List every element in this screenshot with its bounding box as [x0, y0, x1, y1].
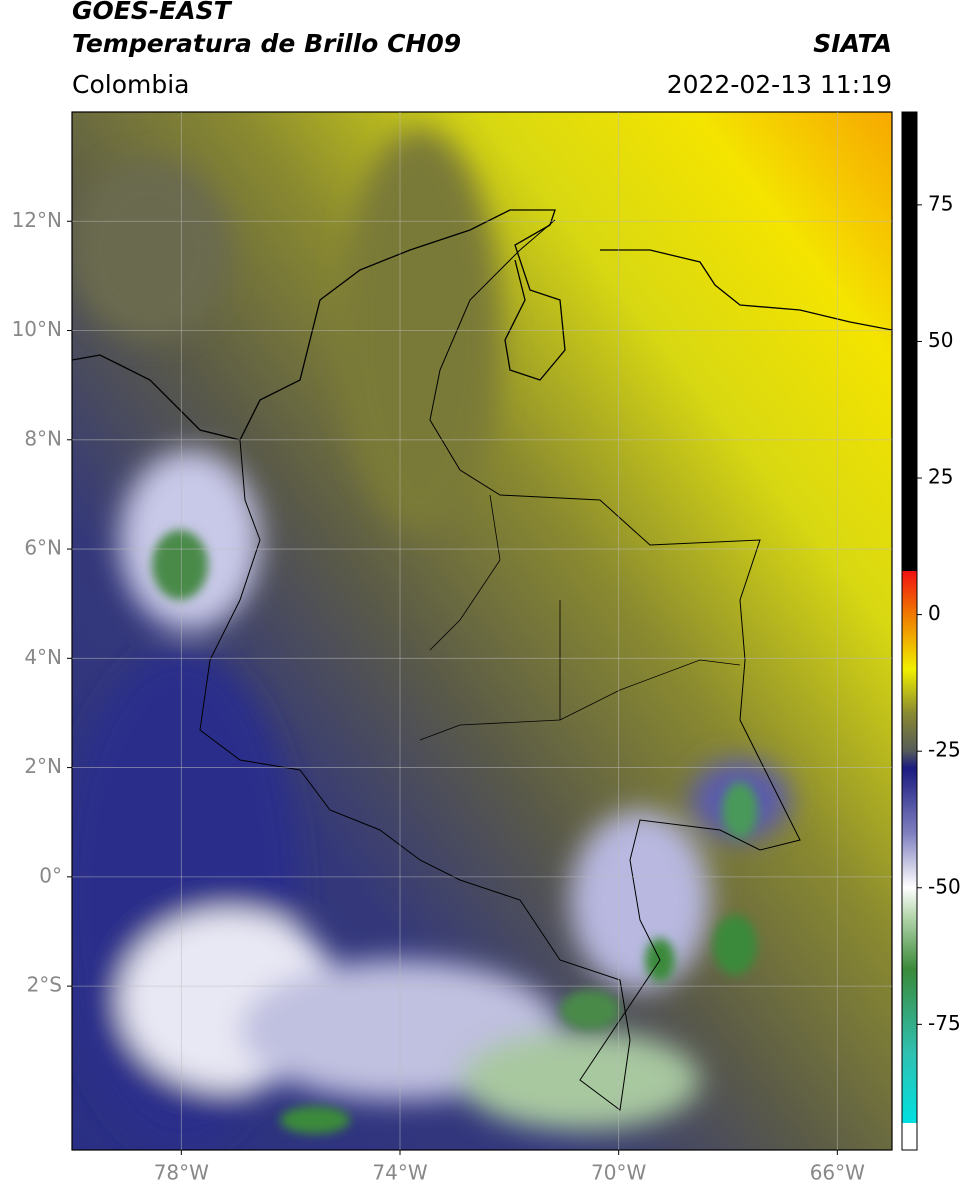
colorbar-tick-label: 75 [928, 191, 953, 215]
lat-tick-label: 0° [39, 863, 62, 887]
lat-tick-label: 6°N [24, 536, 62, 560]
colorbar-tick-label: -75 [928, 1011, 961, 1035]
colorbar-tick-label: 25 [928, 465, 953, 489]
lat-tick-label: 2°N [24, 754, 62, 778]
title-line: Temperatura de Brillo CH09 [72, 29, 461, 58]
satellite-image [72, 112, 892, 1150]
colorbar-tick-label: 0 [928, 601, 941, 625]
colorbar-tick-label: -50 [928, 874, 961, 898]
lat-tick-label: 12°N [12, 208, 62, 232]
lat-tick-label: 8°N [24, 426, 62, 450]
lon-tick-label: 70°W [591, 1161, 646, 1185]
lat-tick-label: 4°N [24, 645, 62, 669]
source: SIATA [813, 29, 892, 58]
colorbar [901, 111, 918, 1151]
colorbar-tick-label: 50 [928, 328, 953, 352]
lat-tick-label: 10°N [12, 317, 62, 341]
colorbar-tick-label: -25 [928, 738, 961, 762]
lat-tick-label: 2°S [27, 973, 62, 997]
region: Colombia [72, 70, 189, 99]
map-frame [71, 111, 893, 1151]
lon-tick-label: 66°W [810, 1161, 865, 1185]
timestamp: 2022-02-13 11:19 [667, 70, 892, 99]
title-line: GOES-EAST [72, 0, 233, 25]
lon-tick-label: 74°W [372, 1161, 427, 1185]
lon-tick-label: 78°W [154, 1161, 209, 1185]
